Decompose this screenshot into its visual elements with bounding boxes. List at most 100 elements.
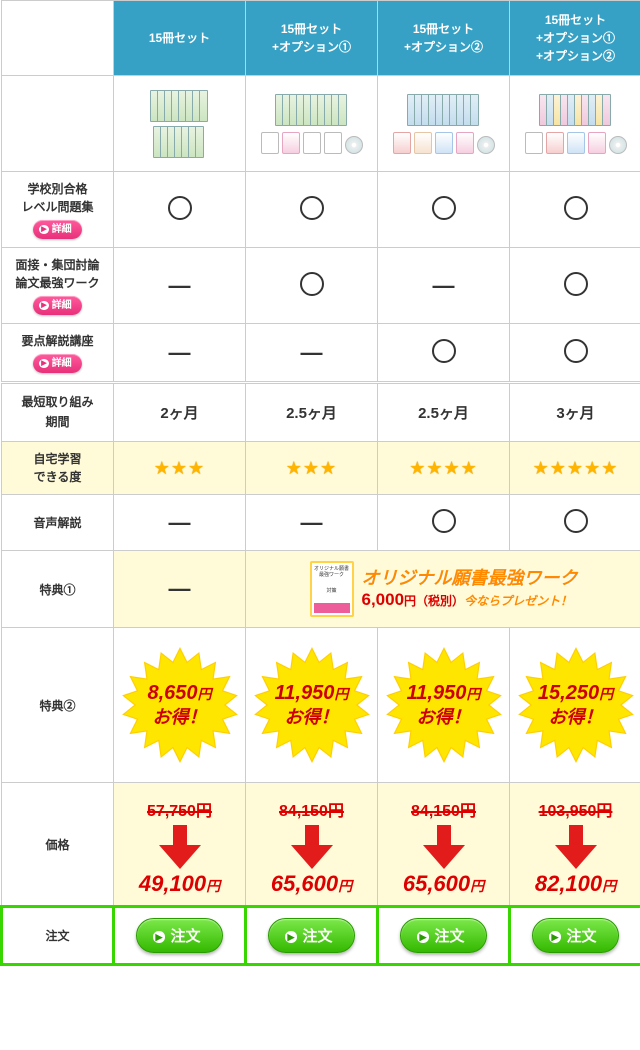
circle-icon [300,196,324,220]
study-row: 自宅学習できる度 ★★★ ★★★ ★★★★ ★★★★★ [2,442,640,495]
feature-1-plan-1 [114,172,246,248]
burst-plan-1: 8,650円お得！ [114,628,246,783]
audio-plan-3 [378,495,510,551]
bonus1-row: 特典① — オリジナル願書最強ワーク 対策 オリジナル願書最強ワーク 6,000… [2,551,640,628]
feature-3-plan-3 [378,324,510,383]
dash-icon: — [301,340,323,365]
circle-icon [432,339,456,363]
bonus1-present: オリジナル願書最強ワーク 対策 オリジナル願書最強ワーク 6,000円（税別）今… [246,551,640,628]
stars-plan-1: ★★★ [114,442,246,495]
circle-icon [168,196,192,220]
new-price: 65,600円 [250,871,373,897]
price-plan-2: 84,150円 65,600円 [246,783,378,907]
product-image-1 [114,76,246,172]
burst-plan-4: 15,250円お得！ [510,628,640,783]
new-price: 65,600円 [382,871,505,897]
dash-icon: — [169,510,191,535]
circle-icon [432,196,456,220]
bonus1-label: 特典① [2,551,114,628]
feature-1-label: 学校別合格レベル問題集 詳細 [2,172,114,248]
period-plan-2: 2.5ヶ月 [246,383,378,442]
feature-3-plan-2: — [246,324,378,383]
header-plan-1: 15冊セット [114,1,246,76]
old-price: 57,750円 [118,797,241,821]
bonus2-label: 特典② [2,628,114,783]
burst-badge: 11,950円お得！ [385,646,503,764]
period-plan-4: 3ヶ月 [510,383,640,442]
comparison-table: 15冊セット 15冊セット+オプション① 15冊セット+オプション② 15冊セッ… [0,0,640,966]
dash-icon: — [301,510,323,535]
burst-badge: 11,950円お得！ [253,646,371,764]
order-button-1[interactable]: 注文 [136,918,224,953]
period-plan-3: 2.5ヶ月 [378,383,510,442]
feature-2-plan-2 [246,248,378,324]
feature-3-label: 要点解説講座 詳細 [2,324,114,383]
feature-1-plan-4 [510,172,640,248]
feature-2-label: 面接・集団討論論文最強ワーク 詳細 [2,248,114,324]
audio-label: 音声解説 [2,495,114,551]
order-cell-1: 注文 [114,907,246,965]
price-plan-1: 57,750円 49,100円 [114,783,246,907]
circle-icon [300,272,324,296]
header-row: 15冊セット 15冊セット+オプション① 15冊セット+オプション② 15冊セッ… [2,1,640,76]
order-button-3[interactable]: 注文 [400,918,488,953]
burst-plan-3: 11,950円お得！ [378,628,510,783]
image-row-blank [2,76,114,172]
order-button-4[interactable]: 注文 [532,918,620,953]
order-cell-2: 注文 [246,907,378,965]
feature-2-plan-1: — [114,248,246,324]
image-row [2,76,640,172]
arrow-down-icon [118,825,241,869]
stars-plan-4: ★★★★★ [510,442,640,495]
old-price: 84,150円 [250,797,373,821]
feature-3-plan-4 [510,324,640,383]
feature-1-plan-2 [246,172,378,248]
price-label: 価格 [2,783,114,907]
burst-plan-2: 11,950円お得！ [246,628,378,783]
order-button-2[interactable]: 注文 [268,918,356,953]
arrow-down-icon [514,825,637,869]
product-image-2 [246,76,378,172]
order-cell-3: 注文 [378,907,510,965]
header-plan-4: 15冊セット+オプション①+オプション② [510,1,640,76]
new-price: 49,100円 [118,871,241,897]
burst-badge: 8,650円お得！ [121,646,239,764]
feature-2-plan-4 [510,248,640,324]
dash-icon: — [169,340,191,365]
price-plan-3: 84,150円 65,600円 [378,783,510,907]
bonus1-plan-1: — [114,551,246,628]
audio-plan-1: — [114,495,246,551]
stars-plan-3: ★★★★ [378,442,510,495]
feature-row-2: 面接・集団討論論文最強ワーク 詳細 — — [2,248,640,324]
circle-icon [564,196,588,220]
bonus-book-icon: オリジナル願書最強ワーク 対策 [310,561,354,617]
detail-button-2[interactable]: 詳細 [33,296,81,315]
feature-2-plan-3: — [378,248,510,324]
feature-row-1: 学校別合格レベル問題集 詳細 [2,172,640,248]
feature-1-plan-3 [378,172,510,248]
dash-icon: — [169,576,191,601]
header-blank [2,1,114,76]
study-label: 自宅学習できる度 [2,442,114,495]
circle-icon [564,272,588,296]
header-plan-3: 15冊セット+オプション② [378,1,510,76]
period-row: 最短取り組み期間 2ヶ月 2.5ヶ月 2.5ヶ月 3ヶ月 [2,383,640,442]
circle-icon [564,509,588,533]
old-price: 84,150円 [382,797,505,821]
order-label: 注文 [2,907,114,965]
product-image-4 [510,76,640,172]
order-cell-4: 注文 [510,907,640,965]
bonus1-subtitle: 6,000円（税別）今ならプレゼント！ [362,590,578,610]
feature-3-plan-1: — [114,324,246,383]
detail-button-1[interactable]: 詳細 [33,220,81,239]
price-row: 価格 57,750円 49,100円 84,150円 65,600円 84,15… [2,783,640,907]
old-price: 103,950円 [514,797,637,821]
detail-button-3[interactable]: 詳細 [33,354,81,373]
audio-plan-4 [510,495,640,551]
period-plan-1: 2ヶ月 [114,383,246,442]
order-row: 注文 注文 注文 注文 注文 [2,907,640,965]
header-plan-2: 15冊セット+オプション① [246,1,378,76]
dash-icon: — [169,273,191,298]
circle-icon [432,509,456,533]
arrow-down-icon [382,825,505,869]
